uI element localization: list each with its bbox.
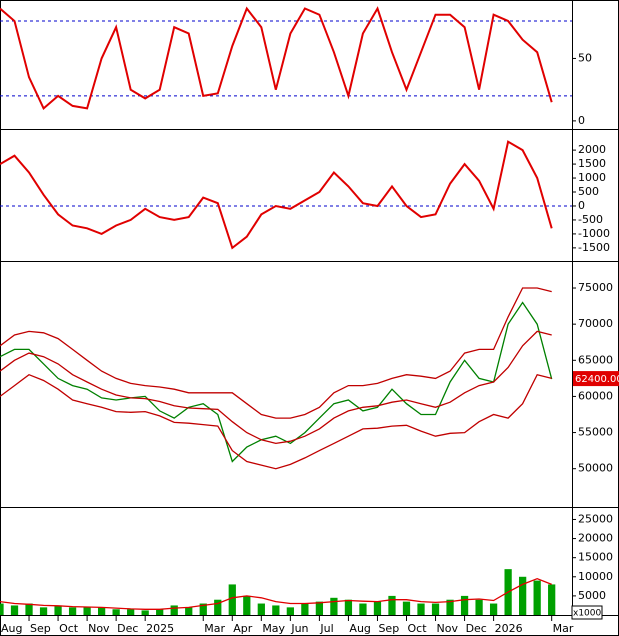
unit-label: x1000 bbox=[573, 609, 602, 619]
volume-bar bbox=[199, 603, 207, 615]
last-price-box bbox=[573, 371, 619, 387]
y-tick-label: -1500 bbox=[578, 241, 610, 254]
volume-bar bbox=[431, 603, 440, 615]
x-tick-label: Oct bbox=[59, 622, 79, 635]
x-tick-label: Nov bbox=[88, 622, 110, 635]
volume-bar bbox=[301, 603, 309, 615]
y-tick-label: 50 bbox=[578, 51, 592, 64]
volume-bar bbox=[39, 607, 48, 615]
x-tick-label: Aug bbox=[1, 622, 22, 635]
volume-bar bbox=[141, 610, 149, 615]
volume-bar bbox=[127, 609, 135, 615]
volume-bar bbox=[170, 605, 178, 615]
y-tick-label: 55000 bbox=[578, 426, 613, 439]
volume-bar bbox=[344, 599, 353, 615]
series-line bbox=[0, 373, 552, 470]
volume-bar bbox=[243, 595, 251, 615]
volume-bar bbox=[257, 603, 265, 615]
x-tick-label: Mar bbox=[553, 622, 574, 635]
y-tick-label: 0 bbox=[578, 199, 585, 212]
x-tick-label: 2025 bbox=[146, 622, 174, 635]
y-tick-label: -500 bbox=[578, 213, 603, 226]
x-tick-label: Dec bbox=[117, 622, 138, 635]
volume-bar bbox=[25, 603, 33, 615]
series-line bbox=[0, 140, 553, 250]
series-line bbox=[0, 578, 552, 610]
unit-box bbox=[571, 605, 603, 620]
y-tick-label: 1500 bbox=[578, 157, 606, 170]
y-tick-label: 15000 bbox=[578, 551, 613, 564]
volume-bar bbox=[460, 595, 469, 615]
y-tick-label: 25000 bbox=[578, 512, 613, 525]
series-line bbox=[0, 330, 552, 445]
y-tick-label: 10000 bbox=[578, 570, 613, 583]
y-tick-label: -1000 bbox=[578, 227, 610, 240]
x-tick-label: Sep bbox=[378, 622, 399, 635]
volume-bar bbox=[548, 584, 556, 615]
volume-bar bbox=[489, 603, 498, 615]
volume-bar bbox=[330, 597, 338, 615]
x-tick-label: Nov bbox=[437, 622, 459, 635]
y-tick-label: 1000 bbox=[578, 171, 606, 184]
volume-bar bbox=[373, 601, 382, 615]
series-line bbox=[0, 301, 553, 463]
volume-bar bbox=[519, 576, 527, 615]
x-tick-label: 2026 bbox=[495, 622, 523, 635]
x-tick-label: Sep bbox=[30, 622, 51, 635]
x-tick-label: Dec bbox=[466, 622, 487, 635]
volume-bar bbox=[214, 599, 222, 615]
y-tick-label: 0 bbox=[578, 114, 585, 127]
volume-bar bbox=[315, 601, 324, 615]
volume-bar bbox=[272, 605, 280, 615]
volume-bar bbox=[185, 607, 193, 615]
volume-bar bbox=[533, 580, 541, 615]
volume-bar bbox=[359, 603, 367, 615]
volume-bar bbox=[97, 607, 106, 615]
y-tick-label: 50000 bbox=[578, 462, 613, 475]
volume-bar bbox=[446, 599, 454, 615]
series-line bbox=[0, 6, 553, 111]
volume-bar bbox=[228, 584, 236, 615]
volume-bar bbox=[156, 609, 164, 615]
volume-bar bbox=[68, 607, 77, 615]
x-tick-label: Aug bbox=[349, 622, 370, 635]
y-tick-label: 2000 bbox=[578, 143, 606, 156]
y-tick-label: 5000 bbox=[578, 589, 606, 602]
x-tick-label: May bbox=[262, 622, 285, 635]
volume-bar bbox=[83, 607, 91, 615]
volume-bar bbox=[417, 603, 425, 615]
y-tick-label: 70000 bbox=[578, 317, 613, 330]
last-price-label: 62400.00 bbox=[575, 374, 619, 385]
volume-bar bbox=[402, 601, 411, 615]
x-tick-label: Mar bbox=[204, 622, 225, 635]
x-tick-label: Oct bbox=[407, 622, 427, 635]
x-tick-label: Jul bbox=[319, 622, 333, 635]
volume-bar bbox=[286, 607, 294, 615]
series-line bbox=[0, 287, 552, 419]
y-tick-label: 65000 bbox=[578, 353, 613, 366]
volume-bar bbox=[0, 603, 4, 615]
y-tick-label: 500 bbox=[578, 185, 599, 198]
x-tick-label: Jun bbox=[290, 622, 308, 635]
volume-bar bbox=[388, 595, 396, 615]
y-tick-label: 60000 bbox=[578, 389, 613, 402]
volume-bar bbox=[475, 599, 483, 615]
volume-bar bbox=[54, 605, 62, 615]
volume-bar bbox=[112, 609, 120, 615]
volume-bar bbox=[10, 605, 19, 615]
y-tick-label: 20000 bbox=[578, 532, 613, 545]
y-tick-label: 75000 bbox=[578, 281, 613, 294]
x-tick-label: Apr bbox=[233, 622, 253, 635]
